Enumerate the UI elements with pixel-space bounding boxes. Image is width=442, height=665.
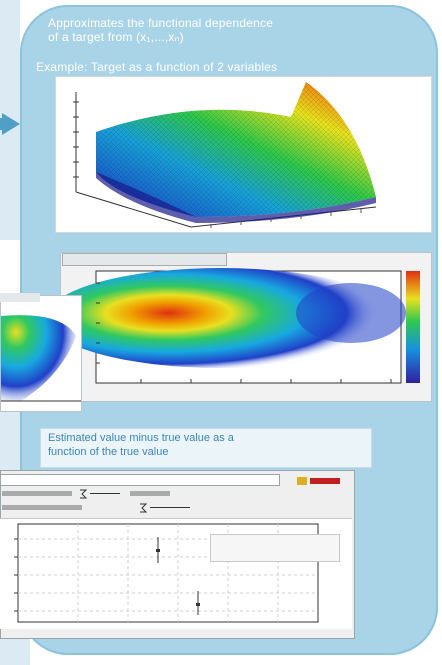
- formula-graphic: [2, 489, 170, 499]
- estimate-caption-line-1: Estimated value minus true value as a: [48, 432, 234, 444]
- left-heatmap-graphic: [1, 315, 81, 402]
- dialog-button[interactable]: [292, 627, 338, 636]
- dialog-path-field[interactable]: [0, 474, 280, 486]
- left-heatmap-tab[interactable]: [0, 293, 40, 302]
- example-caption: Example: Target as a function of 2 varia…: [36, 60, 278, 74]
- dialog-formula-row-2: [0, 502, 200, 514]
- profile-plot-graphic: [14, 523, 319, 623]
- heatmap-window: [46, 252, 432, 402]
- heatmap-tab[interactable]: [62, 253, 227, 266]
- estimate-caption-box: [40, 428, 372, 468]
- tmva-logo: [295, 474, 343, 488]
- profile-legend: [210, 534, 340, 562]
- caption-line-2: of a target from (x₁,...,xₙ): [48, 30, 184, 44]
- dialog-formula-row: [0, 488, 190, 500]
- caption-line-1: Approximates the functional dependence: [48, 16, 274, 30]
- right-arrow-icon: [2, 113, 20, 135]
- formula-graphic-2: [2, 503, 190, 513]
- heatmap-graphic: [46, 268, 420, 384]
- left-heatmap-fragment: [0, 295, 82, 412]
- logo-graphic: [297, 477, 340, 485]
- surface-plot-graphic: [73, 82, 377, 228]
- estimate-caption-line-2: function of the true value: [48, 446, 169, 458]
- surface-plot: [55, 76, 432, 233]
